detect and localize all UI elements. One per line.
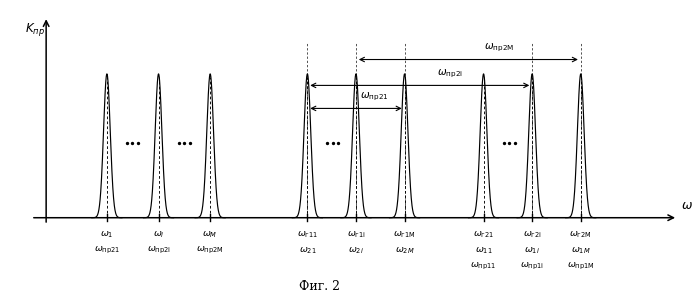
Text: Фиг. 2: Фиг. 2 [299, 279, 340, 293]
Text: $\omega_{\text{г1i}}$: $\omega_{\text{г1i}}$ [346, 229, 366, 240]
Text: $\omega_{1M}$: $\omega_{1M}$ [571, 245, 591, 256]
Text: $\omega_{\text{г2i}}$: $\omega_{\text{г2i}}$ [523, 229, 542, 240]
Text: $\omega_{1i}$: $\omega_{1i}$ [524, 245, 540, 256]
Text: $\omega_1$: $\omega_1$ [100, 229, 114, 240]
Text: $\omega_{2i}$: $\omega_{2i}$ [348, 245, 364, 256]
Text: $K_{пр}$: $K_{пр}$ [25, 21, 45, 38]
Text: $\omega_{\text{г21}}$: $\omega_{\text{г21}}$ [473, 229, 494, 240]
Text: $\omega_{\text{пр2i}}$: $\omega_{\text{пр2i}}$ [437, 67, 463, 80]
Text: $\omega_{\text{г1M}}$: $\omega_{\text{г1M}}$ [393, 229, 416, 240]
Text: $\omega_{\text{пр21}}$: $\omega_{\text{пр21}}$ [94, 245, 120, 256]
Text: $\omega_{\text{пр1M}}$: $\omega_{\text{пр1M}}$ [567, 261, 595, 272]
Text: $\omega_i$: $\omega_i$ [153, 229, 165, 240]
Text: $\omega_{\text{пр2i}}$: $\omega_{\text{пр2i}}$ [147, 245, 170, 256]
Text: $\omega_{\text{пр2M}}$: $\omega_{\text{пр2M}}$ [196, 245, 224, 256]
Text: $\omega_{\text{пр1i}}$: $\omega_{\text{пр1i}}$ [520, 261, 544, 272]
Text: $\omega_{11}$: $\omega_{11}$ [475, 245, 492, 256]
Text: $\omega_M$: $\omega_M$ [202, 229, 218, 240]
Text: $\omega_{\text{г11}}$: $\omega_{\text{г11}}$ [297, 229, 318, 240]
Text: $\omega$: $\omega$ [681, 199, 693, 212]
Text: $\omega_{21}$: $\omega_{21}$ [299, 245, 316, 256]
Text: $\omega_{\text{пр2M}}$: $\omega_{\text{пр2M}}$ [484, 41, 514, 54]
Text: $\omega_{2M}$: $\omega_{2M}$ [394, 245, 415, 256]
Text: $\omega_{\text{г2M}}$: $\omega_{\text{г2M}}$ [570, 229, 592, 240]
Text: $\omega_{\text{пр21}}$: $\omega_{\text{пр21}}$ [360, 90, 389, 103]
Text: $\omega_{\text{пр11}}$: $\omega_{\text{пр11}}$ [470, 261, 497, 272]
